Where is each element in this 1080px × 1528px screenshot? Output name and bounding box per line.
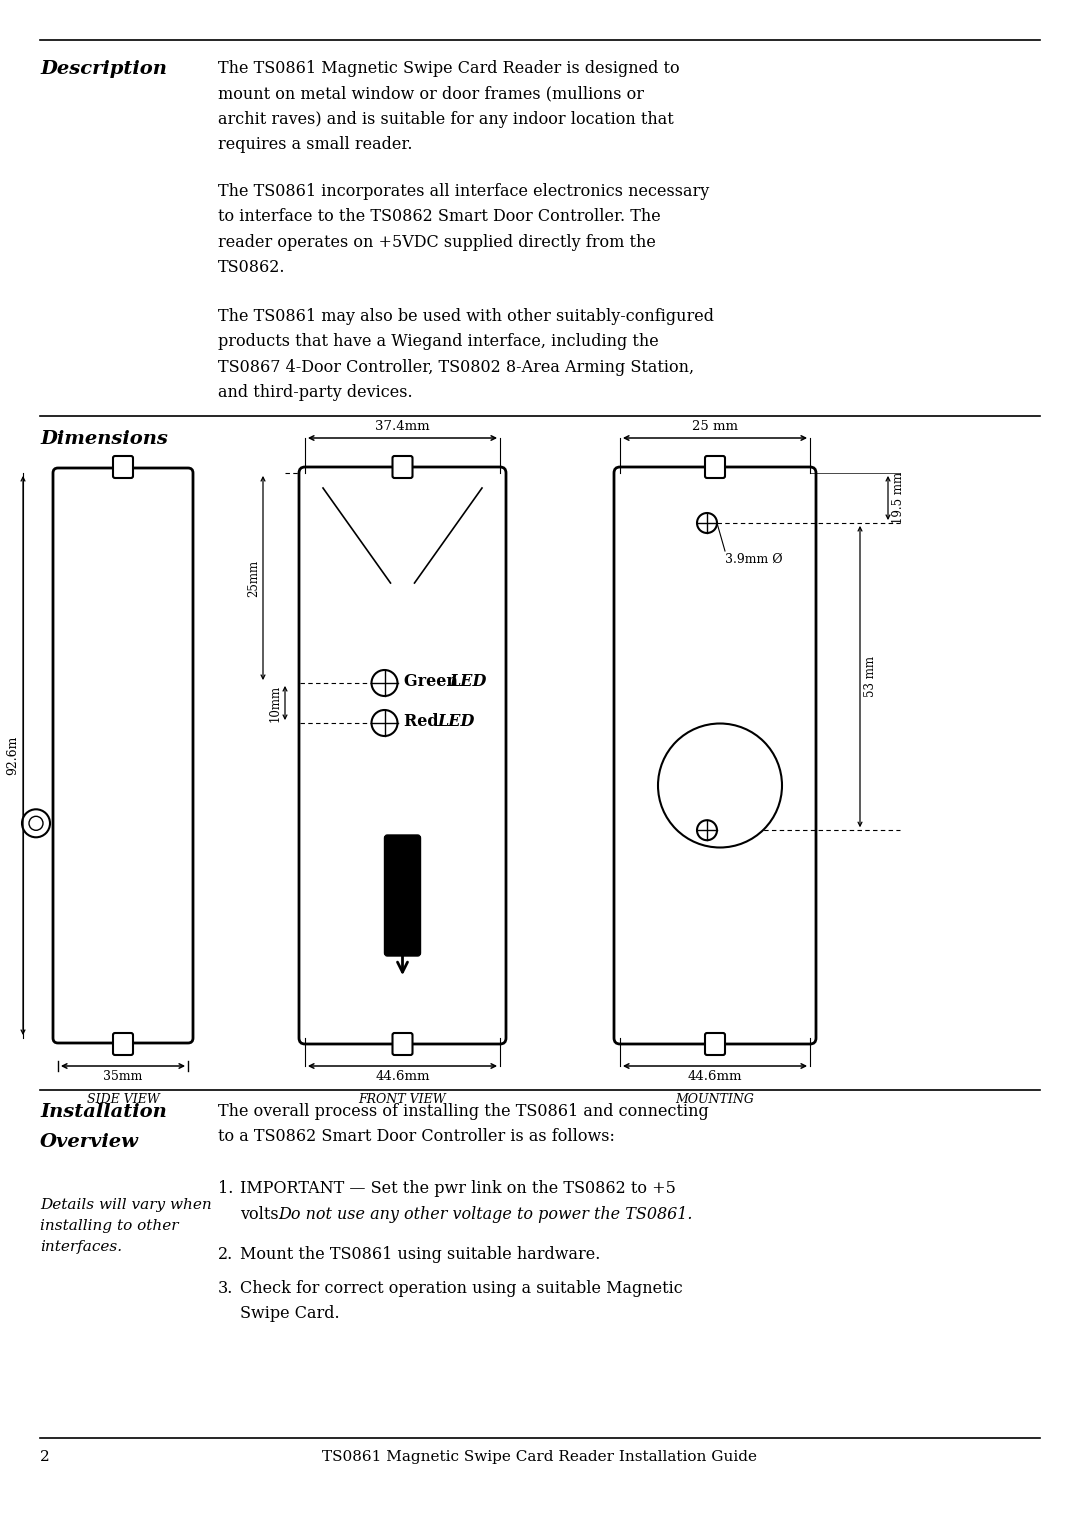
Circle shape [658,723,782,848]
Text: The overall process of installing the TS0861 and connecting
to a TS0862 Smart Do: The overall process of installing the TS… [218,1103,708,1146]
Text: LED: LED [437,714,475,730]
Circle shape [29,816,43,830]
Text: IMPORTANT — Set the pwr link on the TS0862 to +5: IMPORTANT — Set the pwr link on the TS08… [240,1180,676,1196]
Text: FRONT VIEW: FRONT VIEW [359,1093,446,1106]
Text: 1.: 1. [218,1180,233,1196]
Text: 2.: 2. [218,1245,233,1264]
Text: Description: Description [40,60,167,78]
FancyBboxPatch shape [615,468,816,1044]
Text: volts.: volts. [240,1206,288,1222]
Text: Details will vary when
installing to other
interfaces.: Details will vary when installing to oth… [40,1198,212,1254]
Text: 2: 2 [40,1450,50,1464]
FancyBboxPatch shape [392,1033,413,1054]
Text: 37.4mm: 37.4mm [375,420,430,432]
FancyBboxPatch shape [113,455,133,478]
Text: 25 mm: 25 mm [692,420,738,432]
Text: SIDE VIEW: SIDE VIEW [86,1093,160,1106]
Text: LED: LED [449,674,487,691]
FancyBboxPatch shape [392,455,413,478]
Text: 44.6mm: 44.6mm [688,1070,742,1083]
Text: Green: Green [405,674,464,691]
FancyBboxPatch shape [53,468,193,1044]
Text: 3.: 3. [218,1280,233,1297]
Circle shape [697,821,717,840]
Text: TS0861 Magnetic Swipe Card Reader Installation Guide: TS0861 Magnetic Swipe Card Reader Instal… [323,1450,757,1464]
Text: The TS0861 may also be used with other suitably-configured
products that have a : The TS0861 may also be used with other s… [218,309,714,402]
Text: 19.5 mm: 19.5 mm [892,472,905,524]
Text: Overview: Overview [40,1132,139,1151]
Text: Mount the TS0861 using suitable hardware.: Mount the TS0861 using suitable hardware… [240,1245,600,1264]
Text: 53 mm: 53 mm [864,656,877,697]
Text: 35mm: 35mm [104,1070,143,1083]
Text: 44.6mm: 44.6mm [375,1070,430,1083]
FancyBboxPatch shape [113,1033,133,1054]
FancyBboxPatch shape [384,834,420,957]
FancyBboxPatch shape [705,455,725,478]
Text: The TS0861 Magnetic Swipe Card Reader is designed to
mount on metal window or do: The TS0861 Magnetic Swipe Card Reader is… [218,60,679,153]
Text: 10mm: 10mm [269,685,282,721]
Text: 25mm: 25mm [247,559,260,596]
Text: The TS0861 incorporates all interface electronics necessary
to interface to the : The TS0861 incorporates all interface el… [218,183,710,277]
Text: Red: Red [405,714,445,730]
Text: MOUNTING: MOUNTING [676,1093,755,1106]
Circle shape [22,810,50,837]
Text: Installation: Installation [40,1103,166,1122]
Text: Check for correct operation using a suitable Magnetic
Swipe Card.: Check for correct operation using a suit… [240,1280,683,1322]
FancyBboxPatch shape [705,1033,725,1054]
FancyBboxPatch shape [299,468,507,1044]
Text: 3.9mm Ø: 3.9mm Ø [725,553,783,565]
Text: Do not use any other voltage to power the TS0861.: Do not use any other voltage to power th… [278,1206,692,1222]
Circle shape [372,669,397,695]
Text: 92.6m: 92.6m [6,736,19,775]
Text: Dimensions: Dimensions [40,429,167,448]
Circle shape [697,513,717,533]
Circle shape [372,711,397,736]
